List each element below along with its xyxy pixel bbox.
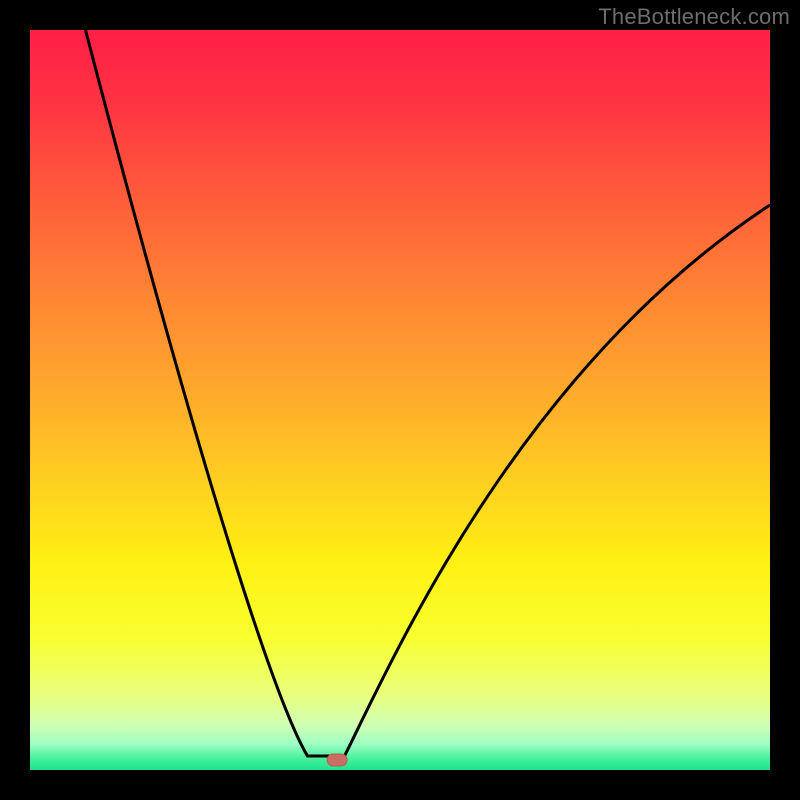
watermark-text: TheBottleneck.com [598,4,790,30]
valley-marker [327,754,347,766]
plot-background [30,30,770,770]
chart-container: TheBottleneck.com [0,0,800,800]
bottleneck-chart [0,0,800,800]
